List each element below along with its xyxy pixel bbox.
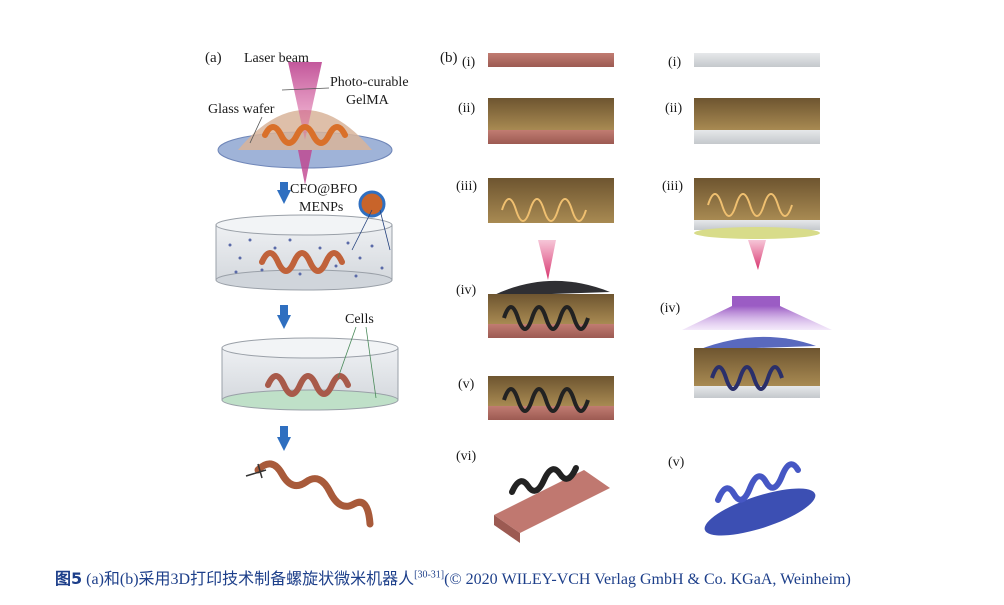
left-coat-v xyxy=(488,376,614,420)
left-step-i: (i) xyxy=(462,55,476,70)
down-arrow-stem xyxy=(280,426,288,437)
left-step-ii: (ii) xyxy=(458,101,475,116)
caption-credit: (© 2020 WILEY-VCH Verlag GmbH & Co. KGaA… xyxy=(444,571,851,588)
gelma-label: GelMA xyxy=(346,93,390,108)
left-substrate-i xyxy=(488,53,614,67)
left-robot-vi xyxy=(494,465,610,543)
down-arrow-stem xyxy=(280,305,288,315)
menps-label-1: CFO@BFO xyxy=(290,182,357,197)
menps-label-2: MENPs xyxy=(299,200,343,215)
right-step-i: (i) xyxy=(668,55,682,70)
photo-curable-label: Photo-curable xyxy=(330,75,409,90)
left-print-iii xyxy=(488,178,614,280)
figure-number: 图5 xyxy=(55,569,83,588)
caption-text: (a)和(b)采用3D打印技术制备螺旋状微米机器人 xyxy=(86,571,415,588)
left-resin-ii xyxy=(488,98,614,144)
left-develop-iv xyxy=(488,280,614,338)
right-step-ii: (ii) xyxy=(665,101,682,116)
dish-with-cells xyxy=(221,326,399,411)
left-step-v: (v) xyxy=(458,377,475,392)
right-step-iv: (iv) xyxy=(660,301,681,316)
panel-a-label: (a) xyxy=(205,50,222,66)
down-arrow-icon xyxy=(277,437,291,451)
cells-label: Cells xyxy=(345,312,374,327)
down-arrow-stem xyxy=(280,182,288,191)
glass-wafer-label: Glass wafer xyxy=(208,102,275,117)
left-step-vi: (vi) xyxy=(456,449,477,464)
figure-illustration: (a) Laser beam Photo-curable GelMA Glass… xyxy=(205,50,832,543)
printing-setup-illustration xyxy=(217,62,393,185)
right-glass-i xyxy=(694,53,820,67)
figure-caption: 图5 (a)和(b)采用3D打印技术制备螺旋状微米机器人[30-31](© 20… xyxy=(55,565,985,589)
panel-b-label: (b) xyxy=(440,50,458,66)
right-resin-ii xyxy=(694,98,820,144)
right-step-v: (v) xyxy=(668,455,685,470)
released-helix-robot xyxy=(245,460,374,528)
caption-citation: [30-31] xyxy=(414,569,445,581)
dish-with-menps xyxy=(215,209,393,291)
right-robot-v xyxy=(704,461,816,536)
right-print-iii xyxy=(694,178,820,270)
left-step-iv: (iv) xyxy=(456,283,477,298)
right-uv-iv xyxy=(682,296,832,398)
right-step-iii: (iii) xyxy=(662,179,683,194)
left-step-iii: (iii) xyxy=(456,179,477,194)
down-arrow-icon xyxy=(277,315,291,329)
down-arrow-icon xyxy=(277,190,291,204)
menp-particle-icon xyxy=(358,190,386,218)
